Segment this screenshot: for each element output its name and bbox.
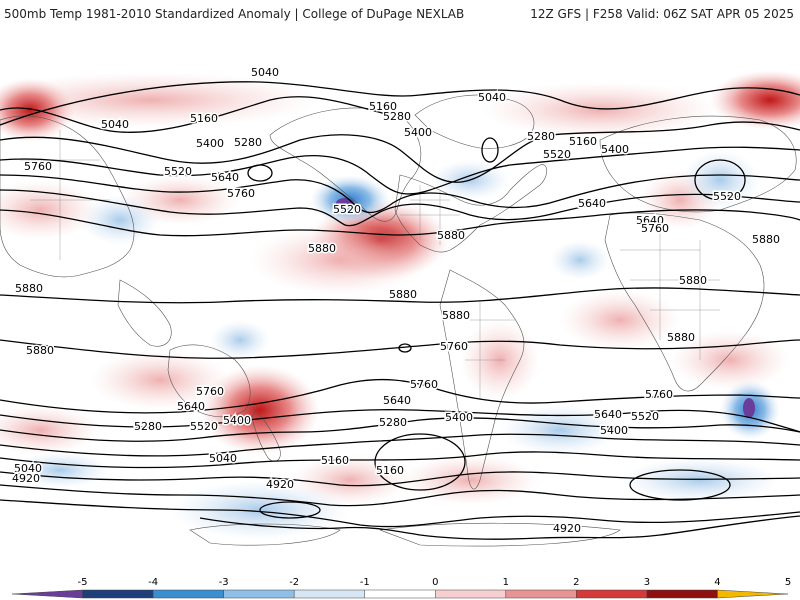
contour-label: 5880 [308,242,336,255]
contour-label: 5160 [321,454,349,467]
contour-label: 5160 [376,464,404,477]
contour-labels: 5040 5040 5040 5040 5040 5160 5160 5160 5160 5160… [11,65,782,537]
colorbar-ticks: -5 -4 -3 -2 -1 0 1 2 3 4 5 [78,577,792,588]
colorbar-tick-label: 5 [785,577,791,588]
contour-label: 5760 [641,222,669,235]
contour-label: 5400 [600,424,628,437]
borders [20,130,720,400]
contour-label: 5640 [578,197,606,210]
contour-label: 5640 [594,408,622,421]
contour-label: 5520 [164,165,192,178]
contour-label: 5040 [251,66,279,79]
colorbar-tick-label: 3 [644,577,650,588]
contour-label: 5760 [440,340,468,353]
colorbar-cells [11,589,789,599]
contour-label: 5520 [713,190,741,203]
contour-label: 5280 [527,130,555,143]
contour-label: 5640 [636,214,664,227]
contour-label: 5280 [383,110,411,123]
colorbar-cell [293,589,365,599]
contour-label: 5640 [383,394,411,407]
colorbar-cell [152,589,224,599]
contour-label: 5880 [679,274,707,287]
contour-label: 5520 [333,203,361,216]
colorbar-cell [576,589,648,599]
colorbar-cell [364,589,436,599]
contour-label: 5160 [569,135,597,148]
contour-label: 5160 [369,100,397,113]
contour-label: 5760 [410,378,438,391]
height-contours [0,81,800,540]
colorbar-tick-label: 1 [503,577,509,588]
contour-label: 5400 [445,411,473,424]
contour-label: 5640 [211,171,239,184]
contour-label: 4920 [553,522,581,535]
colorbar-cell [82,589,154,599]
contour-label: 4920 [266,478,294,491]
contour-label: 5880 [442,309,470,322]
contour-label: 5040 [14,462,42,475]
contour-label: 5520 [190,420,218,433]
contour-label: 5880 [437,229,465,242]
contour-label: 5880 [752,233,780,246]
colorbar-tick-label: -1 [360,577,370,588]
contour-label: 5280 [234,136,262,149]
colorbar-cell [505,589,577,599]
contour-label: 5520 [543,148,571,161]
contour-label: 5760 [196,385,224,398]
colorbar-cell [435,589,507,599]
colorbar-tick-label: -4 [148,577,158,588]
contour-label: 5880 [667,331,695,344]
contour-label: 5280 [379,416,407,429]
contour-label: 4920 [12,472,40,485]
colorbar-cell [717,589,789,599]
colorbar-tick-label: 0 [432,577,438,588]
contour-label: 5760 [24,160,52,173]
contour-label: 5880 [26,344,54,357]
contour-label: 5280 [134,420,162,433]
colorbar-tick-label: -5 [78,577,88,588]
contour-label: 5640 [177,400,205,413]
colorbar-cell [646,589,718,599]
contour-label: 5040 [209,452,237,465]
colorbar-tick-label: 4 [714,577,720,588]
anomaly-shading [0,68,800,540]
contour-label: 5880 [15,282,43,295]
contour-label: 5760 [645,388,673,401]
contour-label: 5880 [389,288,417,301]
model-run-info: 12Z GFS | F258 Valid: 06Z SAT APR 05 202… [530,7,794,21]
contour-label: 5040 [478,91,506,104]
contour-label: 5040 [101,118,129,131]
contour-label: 5520 [631,410,659,423]
colorbar-tick-label: 2 [573,577,579,588]
contour-label: 5400 [196,137,224,150]
colorbar-cell [223,589,295,599]
map-title: 500mb Temp 1981-2010 Standardized Anomal… [4,7,465,21]
colorbar-tick-label: -3 [219,577,229,588]
contour-label: 5400 [404,126,432,139]
contour-label: 5400 [223,414,251,427]
contour-label: 5760 [227,187,255,200]
contour-label: 5400 [601,143,629,156]
anomaly-map: 5040 5040 5040 5040 5040 5160 5160 5160 5160 5160… [0,65,800,547]
colorbar: -5 -4 -3 -2 -1 0 1 2 3 4 5 [11,577,792,599]
contour-label: 5160 [190,112,218,125]
coastlines [0,94,797,547]
colorbar-tick-label: -2 [289,577,299,588]
colorbar-cell [11,589,83,599]
